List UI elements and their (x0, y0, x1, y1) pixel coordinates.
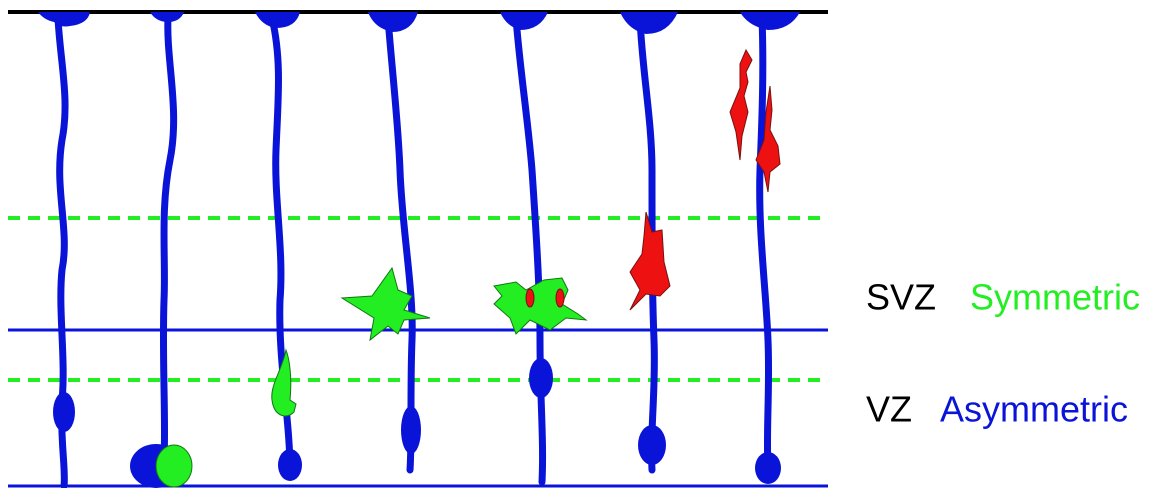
radial-glia (38, 12, 800, 488)
zone-label: VZ (866, 389, 912, 430)
division-label: Symmetric (970, 277, 1140, 318)
division-label: Asymmetric (940, 389, 1128, 430)
zone-label: SVZ (866, 277, 936, 318)
diagram: SVZ Symmetric VZ Asymmetric (0, 0, 1171, 488)
page: SVZ Symmetric VZ Asymmetric (() => { con… (0, 0, 1171, 488)
